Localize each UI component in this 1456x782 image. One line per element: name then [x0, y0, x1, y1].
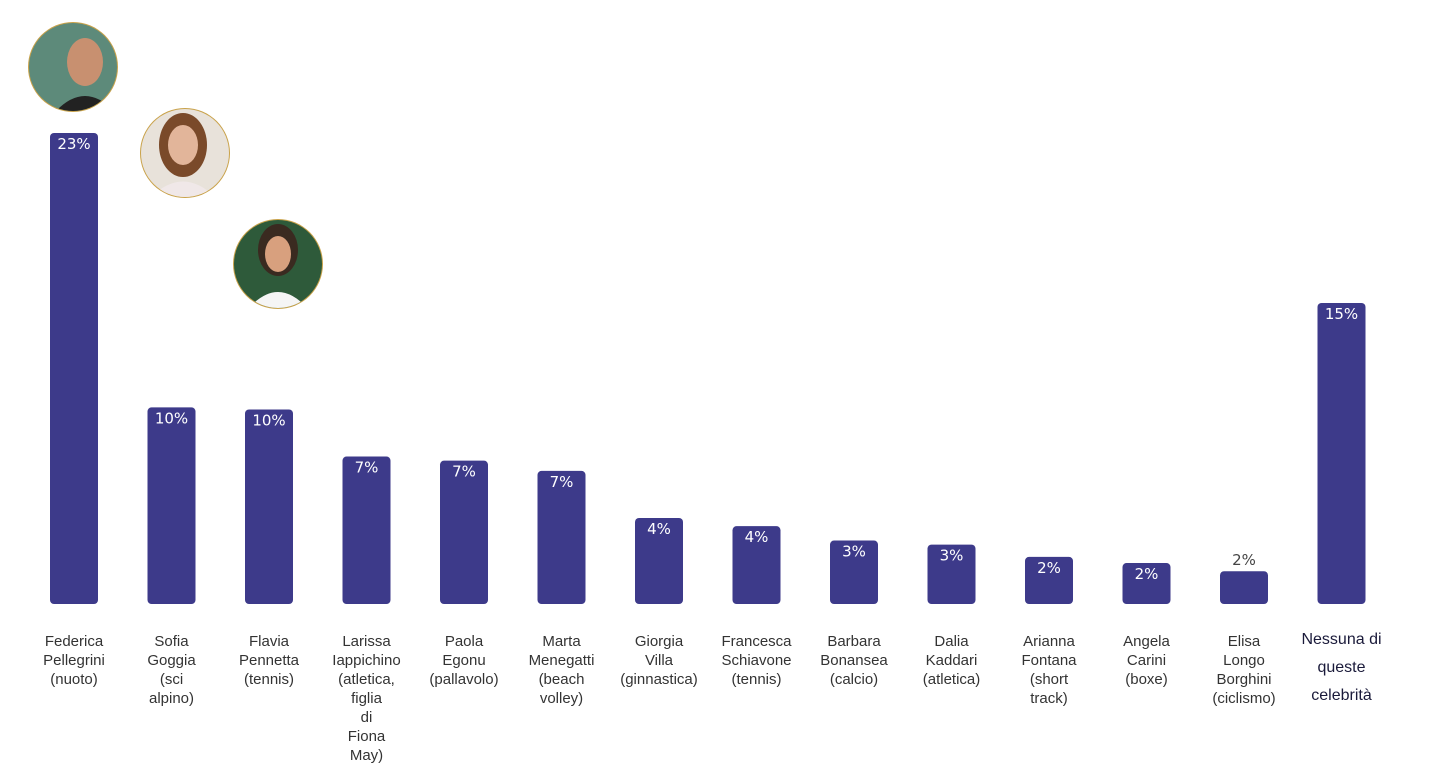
bar — [1220, 571, 1268, 604]
bar — [537, 470, 586, 604]
category-label: Nessuna di queste celebrità — [1301, 631, 1382, 704]
value-label: 3% — [940, 547, 964, 565]
bar — [50, 133, 98, 604]
bar — [830, 540, 878, 604]
category-label: Sofia Goggia (sci alpino) — [147, 633, 196, 707]
bar — [147, 407, 196, 604]
category-label: Flavia Pennetta (tennis) — [238, 633, 300, 688]
value-label: 2% — [1037, 559, 1061, 577]
photo — [233, 219, 323, 309]
category-label: Angela Carini (boxe) — [1123, 633, 1170, 688]
value-label: 10% — [155, 409, 188, 427]
value-label: 7% — [355, 459, 379, 477]
bar — [1025, 556, 1073, 604]
category-label: Giorgia Villa (ginnastica) — [620, 633, 698, 688]
category-label: Elisa Longo Borghini (ciclismo) — [1212, 633, 1276, 707]
value-label: 15% — [1325, 305, 1358, 323]
value-label: 3% — [842, 543, 866, 561]
category-label: Barbara Bonansea (calcio) — [820, 633, 888, 688]
value-label: 7% — [452, 463, 476, 481]
category-label: Francesca Schiavone (tennis) — [721, 633, 792, 688]
bar — [927, 544, 976, 604]
value-label: 23% — [57, 135, 90, 153]
category-label: Federica Pellegrini (nuoto) — [43, 633, 105, 688]
category-label: Dalia Kaddari (atletica) — [922, 633, 981, 688]
value-label: 7% — [550, 473, 574, 491]
category-label: Larissa Iappichino (atletica, figlia di … — [332, 633, 401, 764]
category-label: Marta Menegatti (beach volley) — [528, 633, 595, 707]
value-label: 4% — [745, 528, 769, 546]
photo — [28, 22, 118, 112]
photo — [140, 108, 230, 198]
category-label: Arianna Fontana (short track) — [1021, 633, 1077, 707]
value-label: 2% — [1135, 565, 1159, 583]
bar — [440, 460, 488, 604]
value-label: 2% — [1232, 551, 1256, 569]
category-label: Paola Egonu (pallavolo) — [429, 633, 499, 688]
value-label: 4% — [647, 520, 671, 538]
bar — [1317, 302, 1366, 604]
bar — [732, 526, 781, 604]
value-label: 10% — [252, 411, 285, 429]
bar — [1122, 563, 1171, 604]
bar — [245, 409, 293, 604]
bar — [342, 456, 391, 604]
bar — [635, 517, 683, 604]
